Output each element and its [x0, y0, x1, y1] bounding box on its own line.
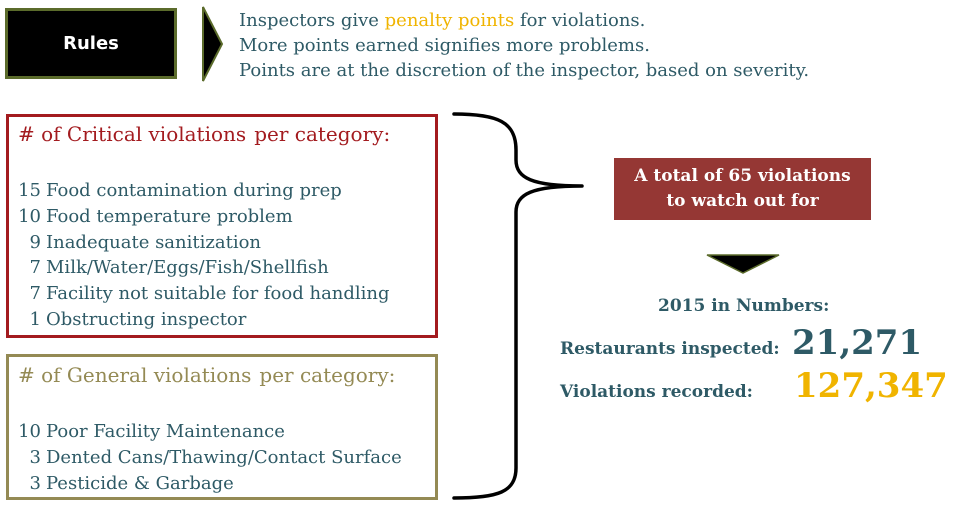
general-violations-box: # of General violations per category: 10 P…	[6, 354, 438, 500]
critical-violations-list: 15 Food contamination during prep 10 Food …	[17, 178, 390, 333]
rules-label: Rules	[63, 33, 119, 54]
list-item: 9 Inadequate sanitization	[29, 231, 262, 253]
list-item: 7 Facility not suitable for food handling	[29, 283, 390, 305]
penalty-points-highlight: penalty points	[384, 10, 515, 31]
stats-title: 2015 in Numbers:	[658, 296, 830, 316]
total-violations-box: A total of 65 violations to watch out for	[614, 158, 871, 220]
violations-recorded-value: 127,347	[794, 366, 948, 406]
list-item: 3 Dented Cans/Thawing/Contact Surface	[29, 446, 402, 468]
rules-line-2: More points earned signifies more proble…	[239, 35, 650, 56]
curly-brace-connector	[452, 112, 584, 500]
rules-description: Inspectors give penalty points for viola…	[239, 8, 809, 83]
general-violations-list: 10 Poor Facility Maintenance 3 Dented Cans…	[17, 419, 402, 496]
chevron-right-icon	[202, 6, 224, 82]
rules-line-1: Inspectors give penalty points for viola…	[239, 10, 646, 31]
list-item: 3 Pesticide & Garbage	[29, 472, 234, 494]
down-arrow-icon	[706, 254, 780, 274]
list-item: 15 Food contamination during prep	[18, 180, 342, 201]
violations-recorded-label: Violations recorded:	[560, 382, 753, 402]
critical-box-title: # of Critical violations per category:	[18, 122, 391, 146]
list-item: 7 Milk/Water/Eggs/Fish/Shellfish	[29, 257, 329, 279]
general-box-title: # of General violations per category:	[18, 363, 396, 387]
list-item: 10 Poor Facility Maintenance	[18, 421, 285, 442]
rules-line-3: Points are at the discretion of the insp…	[239, 60, 810, 81]
restaurants-inspected-label: Restaurants inspected:	[560, 339, 780, 359]
list-item: 10 Food temperature problem	[18, 205, 293, 227]
total-violations-text: A total of 65 violations to watch out for	[634, 166, 851, 211]
critical-violations-box: # of Critical violations per category: 15…	[6, 114, 438, 338]
restaurants-inspected-value: 21,271	[792, 323, 923, 363]
rules-box: Rules	[5, 8, 177, 79]
list-item: 1 Obstructing inspector	[29, 308, 247, 330]
